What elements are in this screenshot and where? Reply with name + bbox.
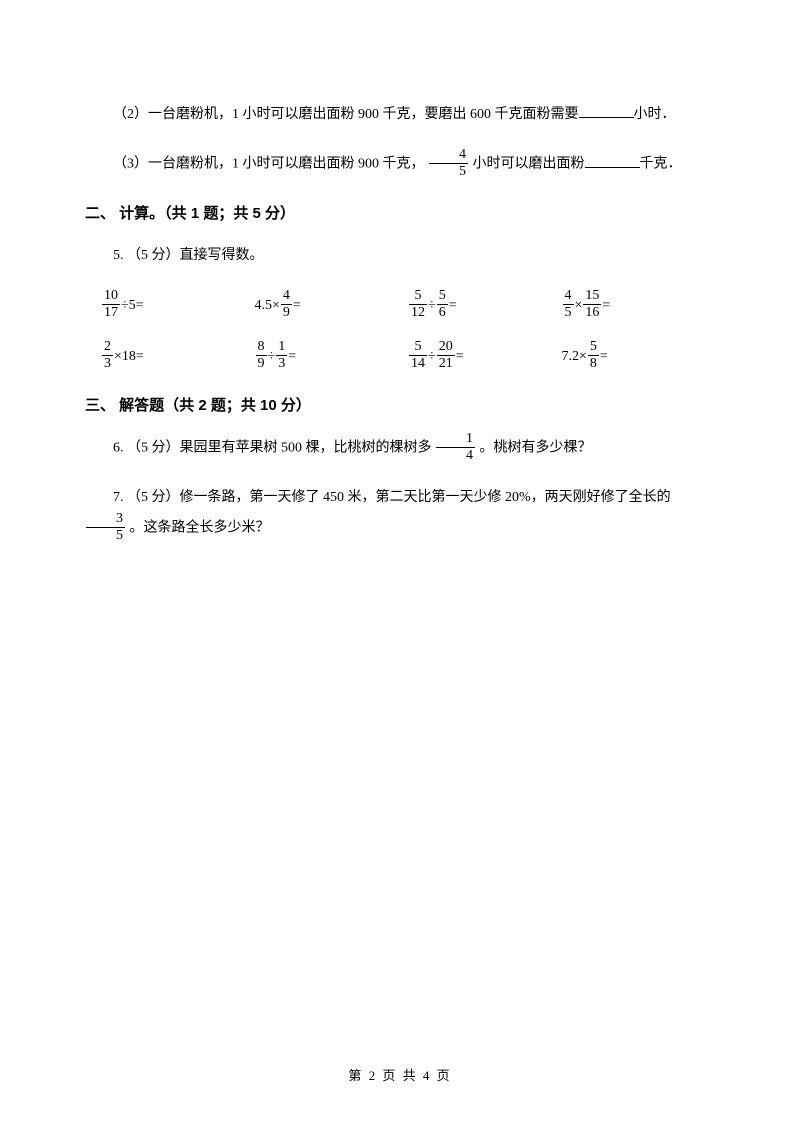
frac-den: 9 xyxy=(281,305,292,320)
post-text: = xyxy=(456,349,464,365)
frac-den: 9 xyxy=(256,356,267,371)
frac-den: 5 xyxy=(86,528,125,543)
fraction-4-5b: 45 xyxy=(563,289,574,320)
calc-cell: 512 ÷ 56 = xyxy=(408,290,562,321)
fraction-5-14: 514 xyxy=(409,340,427,371)
fraction-15-16: 1516 xyxy=(583,289,601,320)
frac-den: 14 xyxy=(409,356,427,371)
q3-mid: 小时可以磨出面粉 xyxy=(473,157,585,172)
frac-den: 5 xyxy=(429,164,468,179)
op-text: ×18= xyxy=(114,349,144,365)
question-7: 7. （5 分）修一条路，第一天修了 450 米，第二天比第一天少修 20%，两… xyxy=(85,483,715,545)
q2-prefix: （2）一台磨粉机，1 小时可以磨出面粉 900 千克，要磨出 600 千克面粉需… xyxy=(113,107,579,122)
op-text: ÷ xyxy=(428,298,436,314)
frac-num: 15 xyxy=(583,289,601,305)
frac-den: 17 xyxy=(102,305,120,320)
calc-row-2: 23×18= 89 ÷ 13 = 514 ÷ 2021 = 7.2×58 = xyxy=(101,341,715,372)
q3-suffix: 千克． xyxy=(640,157,682,172)
frac-num: 5 xyxy=(409,340,427,356)
fraction-1-3: 13 xyxy=(276,340,287,371)
op-text: ÷5= xyxy=(121,298,144,314)
frac-den: 6 xyxy=(437,305,448,320)
frac-den: 3 xyxy=(276,356,287,371)
pre-text: 4.5× xyxy=(255,298,280,314)
q7-pre: 7. （5 分）修一条路，第一天修了 450 米，第二天比第一天少修 20%，两… xyxy=(113,490,671,505)
post-text: = xyxy=(602,298,610,314)
fraction-10-17: 1017 xyxy=(102,289,120,320)
calc-cell: 4.5×49 = xyxy=(255,290,409,321)
frac-num: 5 xyxy=(437,289,448,305)
frac-den: 4 xyxy=(436,448,475,463)
op-text: ÷ xyxy=(428,349,436,365)
frac-num: 20 xyxy=(437,340,455,356)
fraction-8-9: 89 xyxy=(256,340,267,371)
frac-num: 10 xyxy=(102,289,120,305)
frac-num: 5 xyxy=(588,340,599,356)
page-footer: 第 2 页 共 4 页 xyxy=(0,1065,800,1084)
section-3-heading: 三、 解答题（共 2 题；共 10 分） xyxy=(85,394,715,415)
frac-num: 8 xyxy=(256,340,267,356)
frac-num: 4 xyxy=(563,289,574,305)
fraction-3-5: 35 xyxy=(86,512,125,543)
frac-num: 1 xyxy=(436,432,475,448)
blank-q3[interactable] xyxy=(585,154,640,168)
frac-den: 16 xyxy=(583,305,601,320)
post-text: = xyxy=(449,298,457,314)
q7-post: 。这条路全长多少米？ xyxy=(126,521,270,536)
fraction-4-5: 45 xyxy=(429,148,468,179)
calc-cell: 23×18= xyxy=(101,341,255,372)
fraction-1-4: 14 xyxy=(436,432,475,463)
frac-den: 21 xyxy=(437,356,455,371)
q6-post: 。桃树有多少棵？ xyxy=(476,441,592,456)
frac-den: 12 xyxy=(409,305,427,320)
question-5-lead: 5. （5 分）直接写得数。 xyxy=(85,241,715,272)
calc-cell: 45 × 1516 = xyxy=(562,290,716,321)
frac-num: 2 xyxy=(102,340,113,356)
frac-num: 4 xyxy=(281,289,292,305)
frac-num: 1 xyxy=(276,340,287,356)
fraction-4-9: 49 xyxy=(281,289,292,320)
fraction-20-21: 2021 xyxy=(437,340,455,371)
calc-cell: 514 ÷ 2021 = xyxy=(408,341,562,372)
fraction-5-6: 56 xyxy=(437,289,448,320)
q3-prefix: （3）一台磨粉机，1 小时可以磨出面粉 900 千克， xyxy=(113,157,425,172)
frac-num: 3 xyxy=(86,512,125,528)
frac-den: 5 xyxy=(563,305,574,320)
question-4-2: （2）一台磨粉机，1 小时可以磨出面粉 900 千克，要磨出 600 千克面粉需… xyxy=(85,100,715,131)
blank-q2[interactable] xyxy=(579,104,634,118)
frac-num: 5 xyxy=(409,289,427,305)
calc-cell: 7.2×58 = xyxy=(562,341,716,372)
post-text: = xyxy=(288,349,296,365)
post-text: = xyxy=(600,349,608,365)
q6-pre: 6. （5 分）果园里有苹果树 500 棵，比桃树的棵树多 xyxy=(113,441,435,456)
fraction-5-8: 58 xyxy=(588,340,599,371)
question-6: 6. （5 分）果园里有苹果树 500 棵，比桃树的棵树多 14 。桃树有多少棵… xyxy=(85,433,715,465)
frac-den: 8 xyxy=(588,356,599,371)
op-text: ÷ xyxy=(268,349,276,365)
calc-row-1: 1017÷5= 4.5×49 = 512 ÷ 56 = 45 × 1516 = xyxy=(101,290,715,321)
frac-num: 4 xyxy=(429,148,468,164)
calc-cell: 89 ÷ 13 = xyxy=(255,341,409,372)
question-4-3: （3）一台磨粉机，1 小时可以磨出面粉 900 千克， 45 小时可以磨出面粉 千… xyxy=(85,149,715,181)
fraction-5-12: 512 xyxy=(409,289,427,320)
fraction-2-3: 23 xyxy=(102,340,113,371)
q2-suffix: 小时． xyxy=(634,107,676,122)
op-text: × xyxy=(575,298,583,314)
post-text: = xyxy=(293,298,301,314)
frac-den: 3 xyxy=(102,356,113,371)
calc-grid: 1017÷5= 4.5×49 = 512 ÷ 56 = 45 × 1516 = … xyxy=(101,290,715,372)
pre-text: 7.2× xyxy=(562,349,587,365)
section-2-heading: 二、 计算。（共 1 题；共 5 分） xyxy=(85,202,715,223)
calc-cell: 1017÷5= xyxy=(101,290,255,321)
